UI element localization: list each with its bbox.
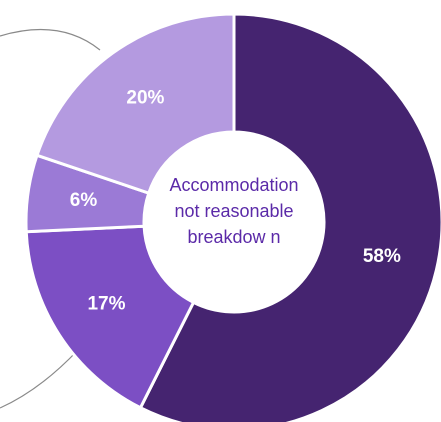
connector-line-bottom <box>0 349 79 409</box>
center-caption-line-2: not reasonable <box>174 201 294 221</box>
donut-slices <box>24 12 441 422</box>
slice-label-1: 58% <box>363 246 401 267</box>
slice-label-3: 6% <box>70 190 98 211</box>
connector-lines <box>0 28 101 409</box>
donut-slice-2 <box>24 224 196 410</box>
center-caption-line-3: breakdow n <box>187 227 281 247</box>
donut-slice-1 <box>138 12 441 422</box>
center-caption-line-1: Accommodation <box>169 175 299 195</box>
slice-label-4: 20% <box>126 87 164 108</box>
connector-line-top <box>0 28 101 51</box>
slice-labels: 58% 17% 6% 20% <box>70 87 401 314</box>
slice-label-2: 17% <box>87 294 125 315</box>
donut-slice-4 <box>35 12 236 196</box>
donut-center-caption: Accommodation not reasonable breakdow n <box>142 172 326 250</box>
